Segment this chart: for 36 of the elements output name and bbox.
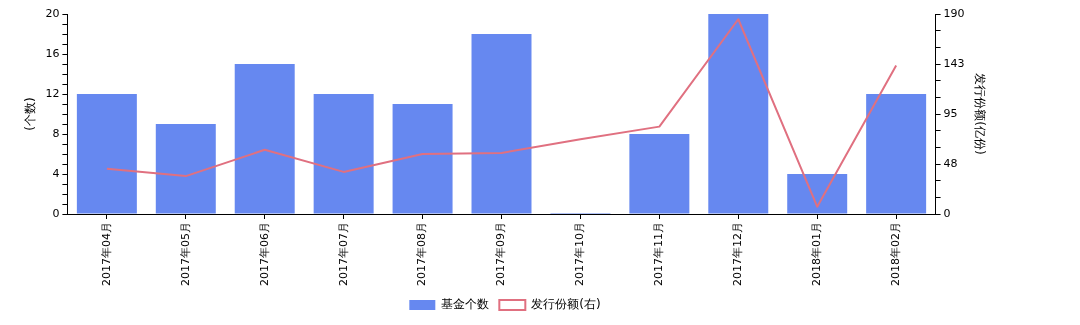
- bar: [471, 34, 532, 214]
- x-tick-label: 2018年02月: [889, 222, 902, 287]
- y-tick-label: 8: [52, 126, 60, 140]
- x-tick-label: 2017年07月: [336, 222, 350, 287]
- bar: [708, 14, 769, 214]
- bar: [313, 94, 374, 214]
- y-tick-label: 0: [52, 206, 60, 220]
- bar: [76, 94, 137, 214]
- y-axis-title: (个数): [23, 97, 38, 131]
- legend-label: 发行份额(右): [531, 297, 601, 312]
- x-tick-label: 2017年12月: [731, 222, 745, 287]
- bar: [155, 124, 216, 214]
- y2-tick-label: 190: [943, 6, 965, 20]
- y2-tick-label: 95: [943, 106, 958, 120]
- x-tick-label: 2017年09月: [494, 222, 508, 287]
- legend-label: 基金个数: [441, 297, 490, 312]
- y-tick-label: 16: [45, 46, 60, 60]
- x-tick-label: 2018年01月: [810, 222, 824, 287]
- bar: [866, 94, 927, 214]
- x-tick-label: 2017年04月: [99, 222, 113, 287]
- y-tick-label: 20: [45, 6, 60, 20]
- bar: [392, 104, 453, 214]
- bar: [787, 174, 848, 214]
- y2-tick-label: 48: [943, 156, 958, 170]
- x-tick-label: 2017年06月: [257, 222, 271, 287]
- y-tick-label: 12: [45, 86, 60, 100]
- y2-tick-label: 143: [943, 56, 965, 70]
- x-tick-label: 2017年05月: [178, 222, 192, 287]
- x-tick-label: 2017年10月: [573, 222, 587, 287]
- bar: [629, 134, 690, 214]
- bar: [234, 64, 295, 214]
- y2-tick-label: 0: [943, 206, 951, 220]
- x-tick-label: 2017年11月: [652, 222, 666, 287]
- y2-axis-title: 发行份额(亿份): [972, 73, 987, 155]
- y-tick-label: 4: [52, 166, 60, 180]
- x-tick-label: 2017年08月: [415, 222, 429, 287]
